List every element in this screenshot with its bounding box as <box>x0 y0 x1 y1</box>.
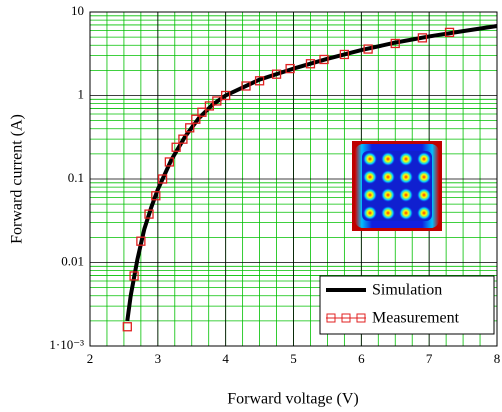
marker <box>178 134 188 144</box>
inset-dot <box>363 170 377 184</box>
marker <box>157 174 168 184</box>
inset-image <box>352 141 442 231</box>
line <box>125 24 498 322</box>
y-tick-label: 0.1 <box>68 170 84 185</box>
marker <box>254 76 265 86</box>
marker <box>339 49 350 60</box>
inset-dot <box>381 188 395 202</box>
x-tick-label: 6 <box>358 351 365 366</box>
marker <box>444 27 455 38</box>
inset-dot <box>417 206 431 220</box>
marker <box>122 322 132 332</box>
marker <box>221 90 231 101</box>
marker <box>185 123 195 133</box>
marker <box>144 209 154 219</box>
inset-dot <box>417 188 431 202</box>
y-tick-label: 0.01 <box>61 253 84 268</box>
inset-dot <box>363 188 377 202</box>
legend-marker <box>341 313 351 323</box>
marker <box>271 69 282 79</box>
marker <box>305 59 316 69</box>
inset-dot <box>417 170 431 184</box>
x-tick-label: 8 <box>494 351 501 366</box>
legend: Simulation Measurement <box>319 275 495 335</box>
marker <box>204 101 215 111</box>
legend-label: Simulation <box>372 282 442 299</box>
marker <box>164 157 175 167</box>
inset-dot <box>363 152 377 166</box>
marker <box>136 236 146 246</box>
inset-dot <box>399 188 413 202</box>
marker <box>151 191 161 201</box>
plot-frame <box>89 11 498 347</box>
y-tick-label: 10 <box>71 3 84 18</box>
marker <box>319 54 329 65</box>
inset-dot <box>417 152 431 166</box>
legend-marker <box>356 313 366 323</box>
x-tick-label: 2 <box>87 351 94 366</box>
x-axis-title: Forward voltage (V) <box>227 391 359 408</box>
inset-dot <box>381 206 395 220</box>
marker <box>285 63 295 74</box>
x-tick-label: 7 <box>426 351 433 366</box>
x-tick-label: 5 <box>290 351 297 366</box>
legend-box <box>319 275 495 335</box>
marker <box>212 96 222 106</box>
inset-dot <box>363 206 377 220</box>
marker <box>191 114 201 124</box>
plot-area <box>122 24 498 332</box>
marker <box>129 271 139 281</box>
y-tick-label: 1 <box>78 86 85 101</box>
marker <box>171 142 181 152</box>
x-tick-label: 4 <box>222 351 229 366</box>
y-tick-label: 1·10⁻³ <box>49 337 84 352</box>
inset-dot <box>381 170 395 184</box>
y-axis-title: Forward current (A) <box>9 114 26 244</box>
marker <box>363 44 373 54</box>
marker <box>390 38 400 49</box>
marker <box>417 33 428 43</box>
marker <box>241 81 251 91</box>
inset-dot <box>399 170 413 184</box>
legend-marker <box>326 313 336 323</box>
marker <box>197 107 207 117</box>
inset-dot <box>399 206 413 220</box>
x-tick-label: 3 <box>155 351 162 366</box>
inset-dot <box>399 152 413 166</box>
legend-label: Measurement <box>372 310 460 327</box>
inset-dot <box>381 152 395 166</box>
